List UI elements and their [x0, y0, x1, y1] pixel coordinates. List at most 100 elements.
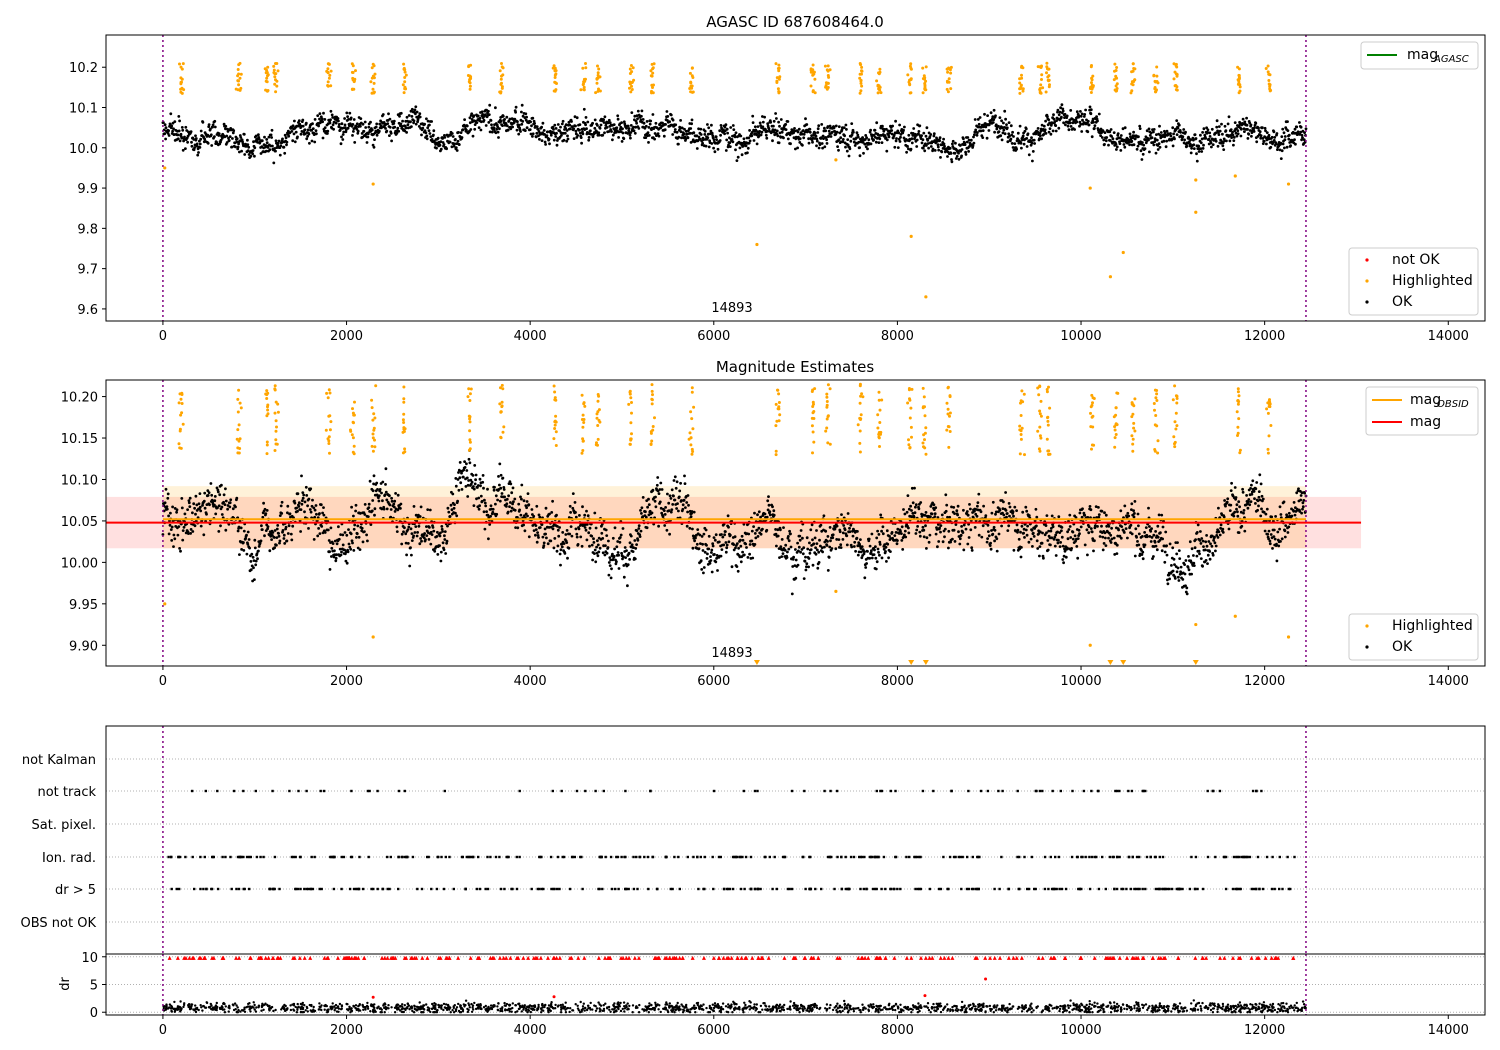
ok-point [588, 544, 591, 548]
ok-point [249, 560, 253, 563]
ok-point [470, 480, 474, 484]
ok-point [991, 115, 995, 118]
ok-point [961, 531, 965, 534]
ok-point [685, 501, 689, 504]
ok-point [695, 134, 699, 138]
ok-point [797, 127, 801, 131]
ok-point [574, 515, 578, 519]
highlighted-point [777, 91, 781, 95]
ok-point [520, 103, 524, 107]
ok-point [405, 553, 408, 557]
ok-point [443, 530, 447, 533]
highlighted-point [651, 67, 655, 71]
ok-point [1192, 147, 1196, 151]
ok-point [305, 137, 309, 141]
ok-point [666, 115, 670, 118]
ok-point [842, 524, 846, 527]
ok-point [326, 129, 330, 133]
ok-point [555, 143, 559, 147]
ok-point [665, 528, 669, 532]
ok-point [601, 551, 605, 555]
ok-point [575, 532, 579, 536]
highlighted-point [1091, 84, 1095, 88]
ok-point [446, 506, 450, 510]
highlighted-point [1238, 85, 1242, 89]
ok-point [307, 132, 311, 136]
ok-point [555, 549, 559, 553]
ok-point [394, 492, 397, 495]
ok-point [370, 128, 374, 132]
ok-point [838, 530, 842, 534]
ok-point [448, 140, 452, 144]
ok-point [500, 492, 504, 495]
y-tick-label: 9.7 [77, 263, 98, 278]
ok-point [284, 136, 288, 140]
ok-point [697, 135, 701, 139]
ok-point [1202, 143, 1205, 147]
ok-point [1285, 145, 1289, 149]
ok-point [644, 124, 648, 128]
highlighted-point [236, 68, 240, 71]
ok-point [529, 132, 533, 136]
ok-point [408, 564, 412, 568]
highlighted-point [579, 88, 583, 92]
ok-point [815, 529, 818, 532]
ok-point [535, 504, 539, 508]
ok-point [735, 565, 739, 568]
ok-point [1154, 151, 1158, 155]
ok-point [505, 115, 509, 119]
ok-point [620, 551, 623, 555]
ok-point [1011, 146, 1015, 149]
ok-point [287, 134, 291, 138]
ok-point [177, 129, 181, 133]
highlighted-point [350, 88, 354, 91]
ok-point [499, 486, 503, 490]
ok-point [943, 527, 947, 531]
ok-point [478, 477, 482, 481]
ok-point [915, 145, 919, 148]
x-tick-label: 0 [159, 329, 167, 344]
ok-point [538, 515, 542, 519]
ok-point [305, 494, 309, 497]
highlighted-point [1108, 275, 1113, 279]
ok-point [680, 126, 684, 130]
highlighted-point [266, 65, 270, 69]
ok-point [1003, 109, 1007, 113]
ok-point [824, 129, 828, 133]
ok-point [443, 538, 447, 541]
ok-point [939, 524, 943, 527]
ok-point [719, 133, 722, 137]
highlighted-point [632, 78, 636, 82]
ok-point [489, 514, 492, 518]
ok-point [475, 121, 479, 124]
highlighted-point [1155, 74, 1159, 78]
ok-point [479, 128, 483, 132]
ok-point [934, 506, 938, 510]
highlighted-point [1020, 76, 1024, 80]
ok-point [476, 114, 480, 118]
ok-point [585, 509, 588, 513]
ok-point [816, 566, 820, 570]
ok-point [647, 503, 651, 506]
x-tick-label: 12000 [1244, 329, 1285, 344]
highlighted-point [1121, 250, 1125, 255]
ok-point [1093, 126, 1096, 130]
ok-point [736, 155, 740, 159]
highlighted-point [1115, 82, 1119, 86]
ok-point [291, 139, 295, 143]
ok-point [724, 123, 728, 127]
ok-point [482, 118, 486, 122]
ok-point [313, 508, 317, 512]
ok-point [211, 125, 215, 129]
ok-point [389, 508, 393, 511]
ok-point [335, 542, 339, 546]
ok-point [1156, 148, 1160, 151]
ok-point [867, 537, 871, 541]
ok-point [1132, 130, 1135, 134]
highlighted-point [1172, 77, 1176, 81]
ok-point [569, 525, 573, 528]
ok-point [266, 525, 270, 528]
ok-point [964, 150, 967, 154]
highlighted-point [947, 77, 951, 81]
ok-point [549, 539, 553, 543]
